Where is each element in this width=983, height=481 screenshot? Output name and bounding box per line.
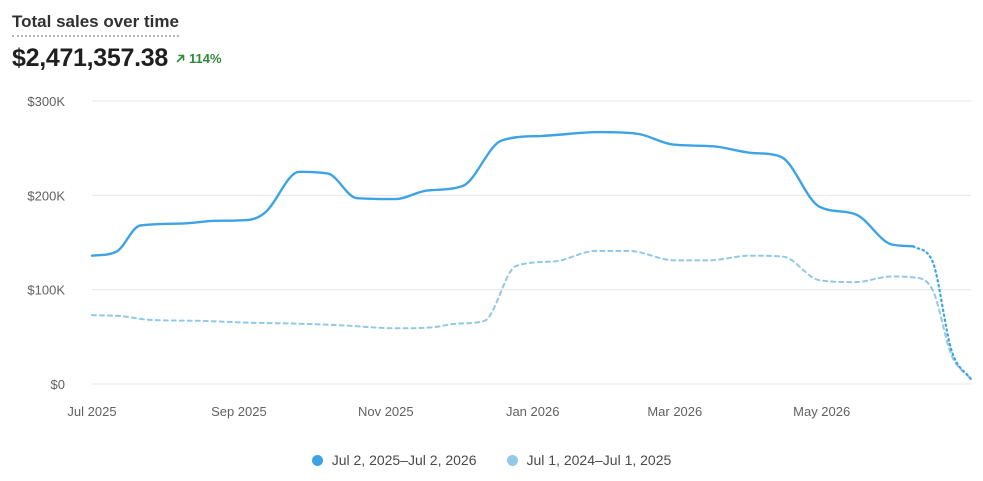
change-percent: 114% [188,51,222,66]
legend-item-previous[interactable]: Jul 1, 2024–Jul 1, 2025 [506,452,672,468]
y-tick-label: $100K [27,283,65,298]
y-tick-label: $200K [27,188,65,203]
sales-line-chart[interactable]: $0 $100K $200K $300K Jul 2025 Sep 2025 Nov 202… [0,0,983,440]
chart-title[interactable]: Total sales over time [12,12,179,37]
x-tick-label: Nov 2025 [358,404,414,419]
y-tick-label: $300K [27,94,65,109]
change-badge: 114% [176,51,222,66]
x-tick-label: Jan 2026 [506,404,560,419]
total-row: $2,471,357.38 114% [12,44,222,73]
legend-label-previous: Jul 1, 2024–Jul 1, 2025 [526,452,672,468]
legend-label-current: Jul 2, 2025–Jul 2, 2026 [331,452,477,468]
previous-period-swatch [506,454,518,466]
x-tick-label: May 2026 [793,404,850,419]
x-tick-label: Sep 2025 [211,404,267,419]
chart-legend: Jul 2, 2025–Jul 2, 2026 Jul 1, 2024–Jul … [0,452,983,468]
x-tick-label: Mar 2026 [647,404,702,419]
arrow-up-right-icon [176,54,185,63]
series-line-previous-period [91,250,972,381]
legend-item-current[interactable]: Jul 2, 2025–Jul 2, 2026 [311,452,477,468]
x-tick-label: Jul 2025 [67,404,116,419]
y-tick-label: $0 [51,377,65,392]
total-sales-value: $2,471,357.38 [12,44,168,72]
series-line-current-period-partial [912,245,973,381]
current-period-swatch [311,454,323,466]
series-line-current-period [90,130,915,257]
